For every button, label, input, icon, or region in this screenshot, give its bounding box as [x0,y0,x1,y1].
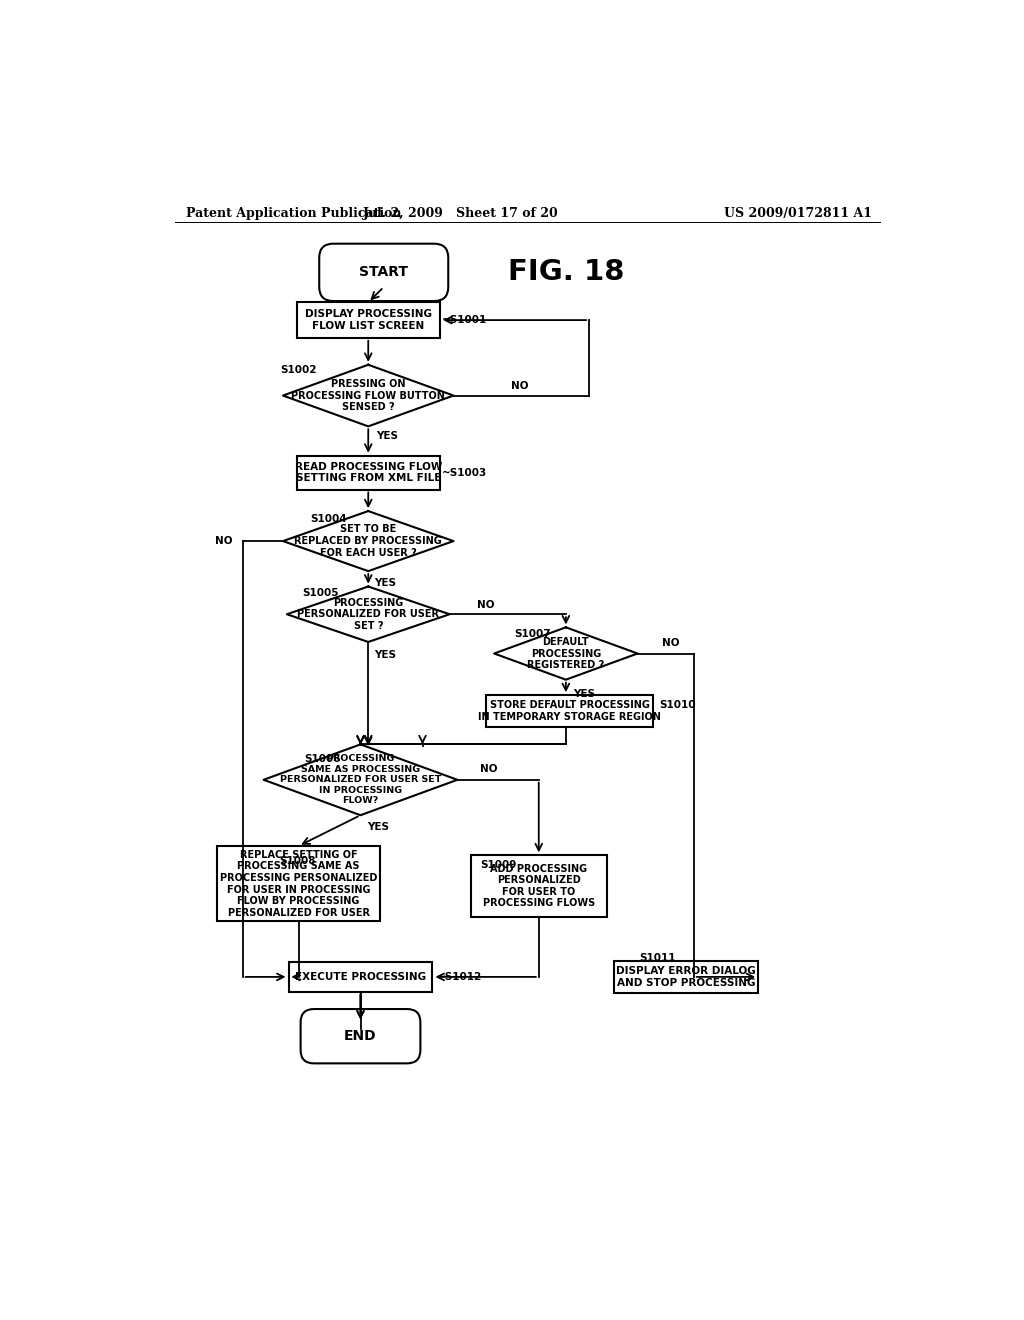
Text: NO: NO [477,601,495,610]
Bar [486,696,653,727]
FancyBboxPatch shape [319,244,449,301]
Text: ~S1001: ~S1001 [442,315,487,325]
Text: S1007: S1007 [514,630,551,639]
Text: Jul. 2, 2009   Sheet 17 of 20: Jul. 2, 2009 Sheet 17 of 20 [364,207,559,220]
Text: ADD PROCESSING
PERSONALIZED
FOR USER TO
PROCESSING FLOWS: ADD PROCESSING PERSONALIZED FOR USER TO … [482,863,595,908]
Text: S1006: S1006 [305,754,341,764]
Text: NO: NO [511,381,528,391]
Text: REPLACE SETTING OF
PROCESSING SAME AS
PROCESSING PERSONALIZED
FOR USER IN PROCES: REPLACE SETTING OF PROCESSING SAME AS PR… [220,850,377,917]
Polygon shape [263,744,458,816]
Text: FIG. 18: FIG. 18 [508,259,624,286]
Text: PROCESSING
SAME AS PROCESSING
PERSONALIZED FOR USER SET
IN PROCESSING
FLOW?: PROCESSING SAME AS PROCESSING PERSONALIZ… [280,755,441,805]
Text: DISPLAY ERROR DIALOG
AND STOP PROCESSING: DISPLAY ERROR DIALOG AND STOP PROCESSING [616,966,756,987]
Text: ~S1012: ~S1012 [436,972,481,982]
Text: S1010: S1010 [658,700,695,710]
Polygon shape [283,364,454,426]
Text: END: END [344,1030,377,1043]
Text: DISPLAY PROCESSING
FLOW LIST SCREEN: DISPLAY PROCESSING FLOW LIST SCREEN [305,309,432,331]
Text: YES: YES [573,689,596,698]
Bar [297,455,440,490]
Text: NO: NO [662,639,679,648]
Text: Patent Application Publication: Patent Application Publication [186,207,401,220]
Text: S1002: S1002 [280,366,316,375]
Polygon shape [495,627,638,680]
Text: NO: NO [215,536,232,546]
Polygon shape [287,586,450,642]
Bar [289,962,432,991]
Bar [614,961,758,993]
Text: S1009: S1009 [480,861,517,870]
Text: SET TO BE
REPLACED BY PROCESSING
FOR EACH USER ?: SET TO BE REPLACED BY PROCESSING FOR EAC… [294,524,442,557]
Text: YES: YES [375,649,396,660]
Text: S1005: S1005 [302,589,339,598]
Text: YES: YES [375,578,396,589]
Text: ~S1003: ~S1003 [442,467,487,478]
Text: EXECUTE PROCESSING: EXECUTE PROCESSING [295,972,426,982]
Text: PRESSING ON
PROCESSING FLOW BUTTON
SENSED ?: PRESSING ON PROCESSING FLOW BUTTON SENSE… [291,379,445,412]
Text: US 2009/0172811 A1: US 2009/0172811 A1 [724,207,872,220]
Bar [471,855,606,917]
Text: PROCESSING
PERSONALIZED FOR USER
SET ?: PROCESSING PERSONALIZED FOR USER SET ? [297,598,439,631]
Text: S1004: S1004 [310,513,347,524]
Bar [217,846,380,921]
Text: YES: YES [376,430,398,441]
Text: YES: YES [367,822,389,832]
Text: S1011: S1011 [640,953,676,962]
Text: S1008: S1008 [280,855,315,866]
Text: READ PROCESSING FLOW
SETTING FROM XML FILE: READ PROCESSING FLOW SETTING FROM XML FI… [295,462,442,483]
Text: DEFAULT
PROCESSING
REGISTERED ?: DEFAULT PROCESSING REGISTERED ? [527,638,604,671]
Bar [297,302,440,338]
Text: START: START [359,265,409,280]
Text: NO: NO [479,764,497,774]
Polygon shape [283,511,454,572]
FancyBboxPatch shape [301,1008,421,1064]
Text: STORE DEFAULT PROCESSING
IN TEMPORARY STORAGE REGION: STORE DEFAULT PROCESSING IN TEMPORARY ST… [478,701,662,722]
